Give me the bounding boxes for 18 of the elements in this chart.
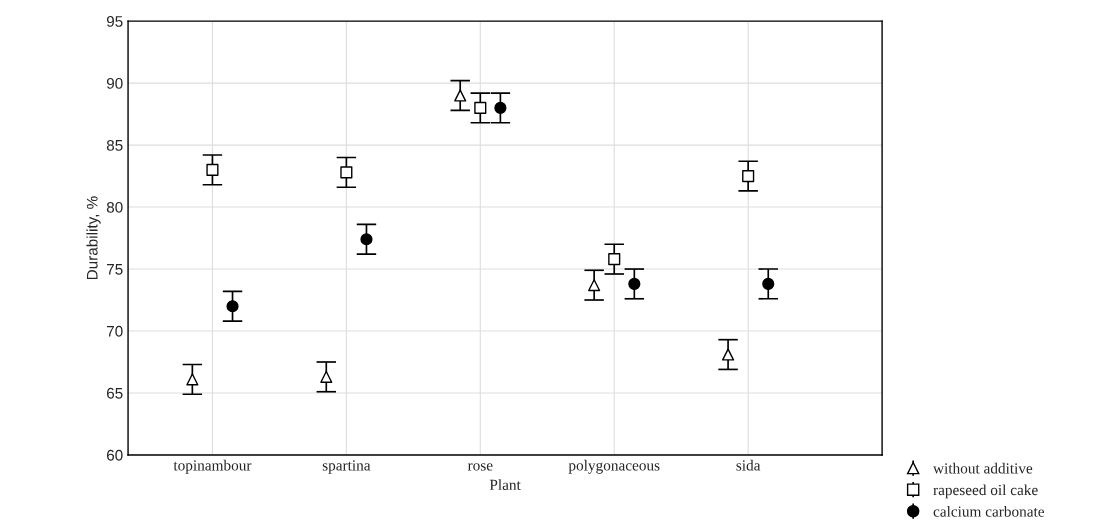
y-tick-label: 60	[106, 449, 123, 461]
x-axis-title: Plant	[489, 479, 521, 491]
y-tick-label: 70	[106, 325, 123, 337]
y-tick-label: 75	[106, 264, 123, 275]
x-tick-label: sida	[736, 459, 761, 471]
x-tick-label: topinambour	[173, 459, 252, 474]
legend-label: calcium carbonate	[933, 505, 1045, 517]
y-tick-label: 85	[106, 139, 123, 151]
y-tick-label: 80	[106, 201, 123, 213]
y-tick-label: 90	[106, 78, 123, 89]
legend-label: without additive	[933, 462, 1033, 474]
x-tick-label: rose	[467, 463, 493, 471]
x-tick-label: spartina	[322, 460, 371, 474]
legend-label: rapeseed oil cake	[933, 484, 1038, 499]
y-axis-title: Durability, %	[86, 196, 101, 280]
y-tick-label: 65	[106, 387, 123, 399]
x-tick-label: polygonaceous	[568, 459, 660, 474]
y-tick-label: 95	[106, 16, 123, 27]
